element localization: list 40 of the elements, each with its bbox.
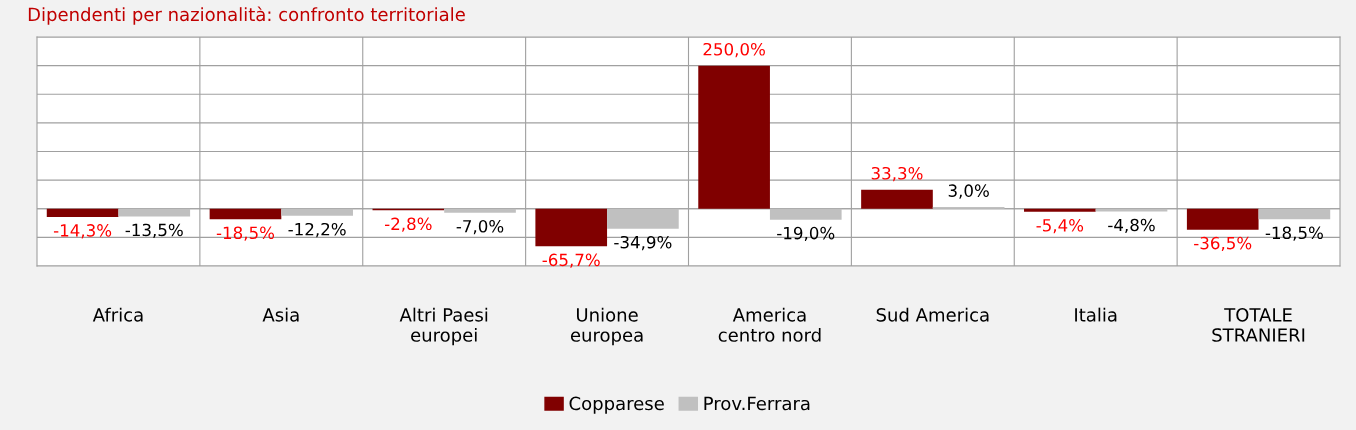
- data-label: -34,9%: [614, 235, 672, 251]
- x-tick-label: Asia: [262, 307, 299, 322]
- data-label: -7,0%: [456, 219, 504, 235]
- data-label: -4,8%: [1108, 218, 1155, 233]
- bar: [1258, 208, 1331, 220]
- bar: [118, 208, 191, 217]
- legend-label: Prov.Ferrara: [704, 396, 810, 411]
- x-tick-label: Altri Paesi europei: [399, 307, 488, 346]
- bar: [1186, 208, 1259, 230]
- bar: [209, 208, 282, 220]
- data-label: -5,4%: [1036, 219, 1084, 234]
- bar: [1024, 208, 1096, 212]
- bar: [444, 208, 516, 213]
- data-label: -19,0%: [777, 226, 835, 242]
- data-label: 3,0%: [948, 184, 989, 199]
- x-tick-label: Italia: [1075, 307, 1117, 322]
- bar: [46, 208, 119, 217]
- data-label: -18,5%: [1265, 226, 1323, 241]
- x-tick-label: TOTALE STRANIERI: [1212, 307, 1305, 342]
- data-label: -12,2%: [288, 222, 346, 238]
- bar: [535, 208, 608, 247]
- bar: [607, 208, 679, 229]
- data-label: -2,8%: [384, 217, 432, 232]
- data-label: 33,3%: [871, 166, 923, 182]
- chart-title: Dipendenti per nazionalità: confronto territoriale: [28, 6, 465, 25]
- bar: [861, 189, 933, 209]
- data-label: -18,5%: [216, 226, 275, 241]
- bar: [698, 65, 770, 209]
- x-tick-label: Africa: [92, 307, 143, 322]
- x-tick-label: America centro nord: [718, 307, 821, 342]
- data-label: 250,0%: [703, 42, 765, 58]
- data-label: -65,7%: [542, 253, 600, 268]
- bar: [769, 208, 842, 220]
- data-label: -13,5%: [125, 223, 183, 238]
- bar: [281, 208, 353, 216]
- data-label: -14,3%: [53, 224, 112, 239]
- legend-label: Copparese: [569, 396, 664, 414]
- x-tick-label: Sud America: [876, 307, 989, 322]
- data-label: -36,5%: [1194, 236, 1252, 252]
- x-tick-label: Unione europea: [570, 307, 643, 346]
